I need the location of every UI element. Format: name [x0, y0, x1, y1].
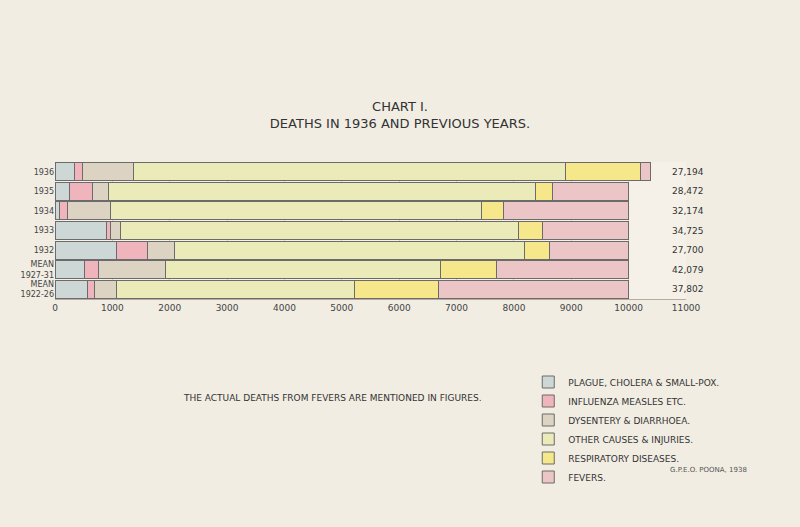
- svg-text:1000: 1000: [101, 303, 124, 313]
- svg-text:28,472: 28,472: [672, 186, 704, 196]
- svg-text:INFLUENZA MEASLES ETC.: INFLUENZA MEASLES ETC.: [568, 397, 686, 407]
- svg-text:5000: 5000: [330, 303, 353, 313]
- svg-text:7000: 7000: [445, 303, 468, 313]
- svg-text:MEAN1922-26: MEAN1922-26: [21, 280, 54, 299]
- svg-text:9000: 9000: [560, 303, 583, 313]
- svg-text:OTHER CAUSES & INJURIES.: OTHER CAUSES & INJURIES.: [568, 435, 693, 445]
- svg-text:MEAN1927-31: MEAN1927-31: [21, 260, 54, 279]
- svg-text:CHART I.DEATHS IN 1936 AND PRE: CHART I.DEATHS IN 1936 AND PREVIOUS YEAR…: [270, 99, 530, 131]
- svg-text:42,079: 42,079: [672, 265, 704, 275]
- svg-text:2000: 2000: [158, 303, 181, 313]
- svg-text:PLAGUE, CHOLERA & SMALL-POX.: PLAGUE, CHOLERA & SMALL-POX.: [568, 378, 719, 388]
- svg-text:6000: 6000: [388, 303, 411, 313]
- svg-text:10000: 10000: [614, 303, 643, 313]
- svg-text:1932: 1932: [34, 246, 54, 255]
- svg-text:DYSENTERY & DIARRHOEA.: DYSENTERY & DIARRHOEA.: [568, 416, 690, 426]
- svg-text:FEVERS.: FEVERS.: [568, 473, 606, 483]
- svg-text:11000: 11000: [672, 303, 701, 313]
- svg-text:34,725: 34,725: [672, 226, 704, 236]
- svg-text:27,700: 27,700: [672, 245, 704, 255]
- svg-text:RESPIRATORY DISEASES.: RESPIRATORY DISEASES.: [568, 454, 679, 464]
- svg-text:1934: 1934: [34, 207, 54, 216]
- svg-text:4000: 4000: [273, 303, 296, 313]
- svg-text:1935: 1935: [34, 187, 54, 196]
- svg-text:1936: 1936: [34, 168, 54, 177]
- svg-text:G.P.E.O. POONA, 1938: G.P.E.O. POONA, 1938: [670, 466, 747, 474]
- svg-text:37,802: 37,802: [672, 284, 704, 294]
- svg-text:27,194: 27,194: [672, 167, 704, 177]
- svg-text:8000: 8000: [502, 303, 525, 313]
- svg-text:1933: 1933: [34, 226, 54, 235]
- svg-text:32,174: 32,174: [672, 206, 704, 216]
- svg-text:3000: 3000: [216, 303, 239, 313]
- svg-text:THE ACTUAL DEATHS FROM FEVERS: THE ACTUAL DEATHS FROM FEVERS ARE MENTIO…: [183, 393, 482, 403]
- svg-text:0: 0: [52, 303, 58, 313]
